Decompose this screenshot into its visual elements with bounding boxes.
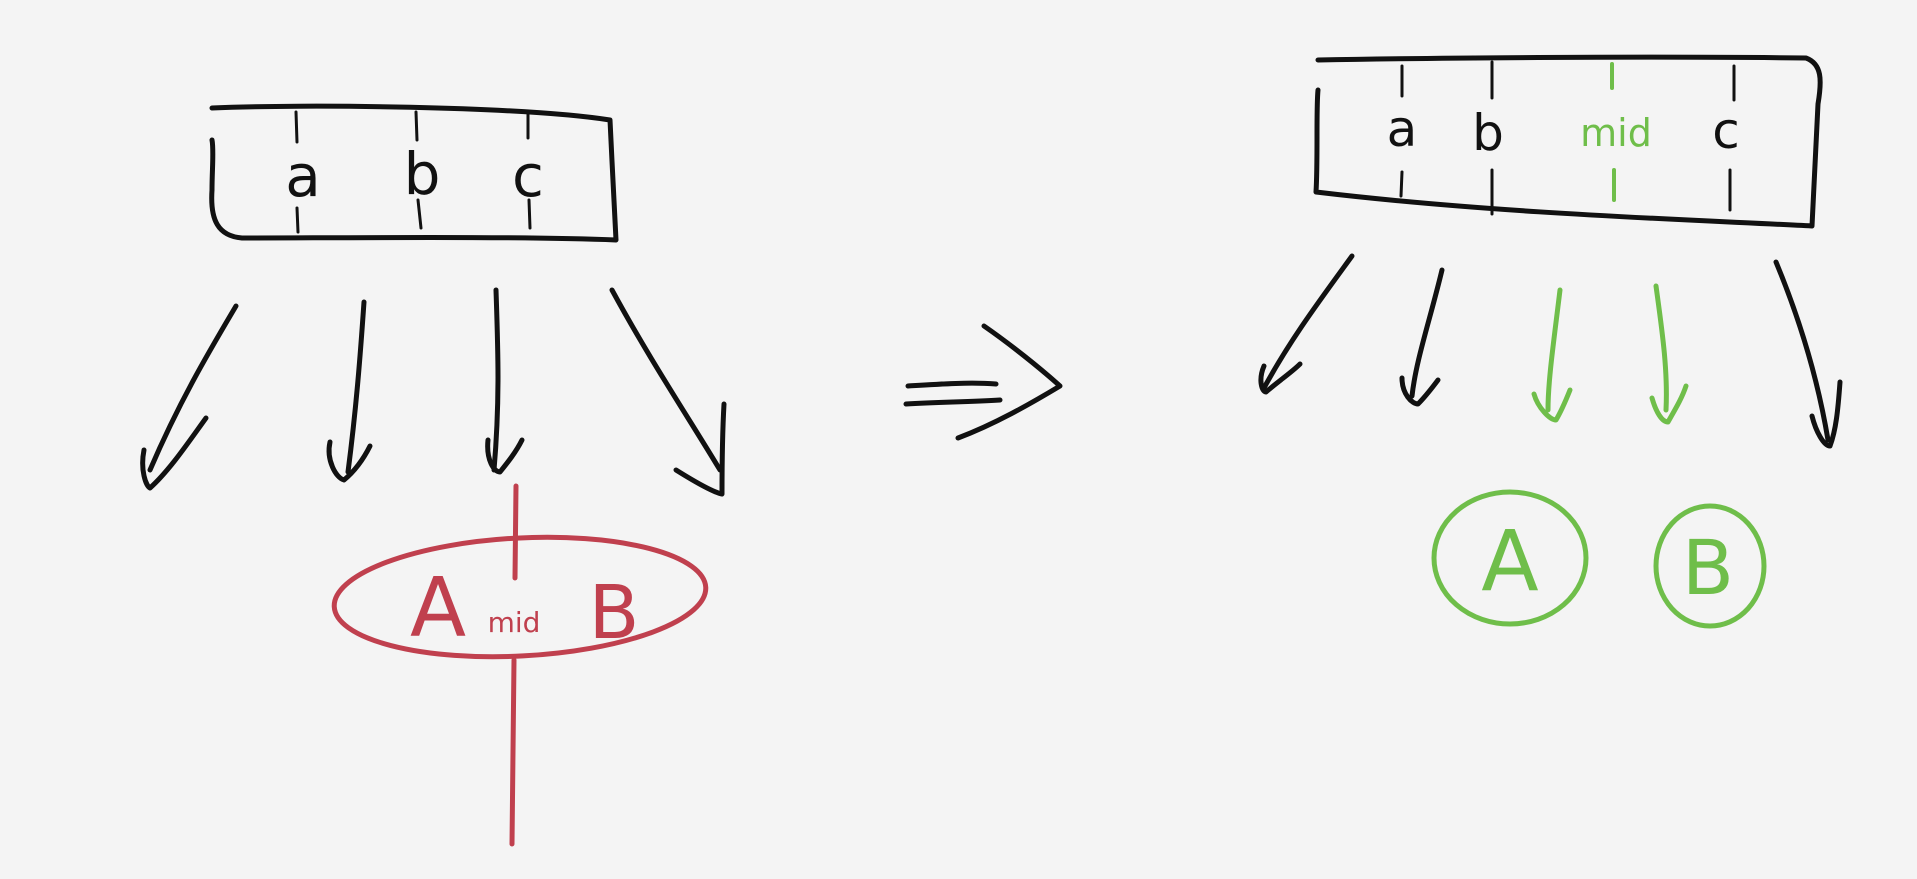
after-key-a: a <box>1387 100 1418 158</box>
before-child-arrows <box>140 287 727 497</box>
after-node-box <box>1313 54 1823 229</box>
after-key-mid: mid <box>1580 111 1652 155</box>
after-panel: a b mid c <box>1258 54 1843 629</box>
after-new-child-B: B <box>1653 503 1767 629</box>
after-child-arrow-3 <box>1531 287 1573 423</box>
before-node-box <box>209 103 619 243</box>
overflow-node-outline <box>331 534 709 660</box>
after-child-arrow-5 <box>1773 259 1843 449</box>
before-key-separators <box>294 110 532 234</box>
after-key-b: b <box>1472 104 1504 162</box>
after-child-arrow-2 <box>1399 267 1445 407</box>
after-new-child-B-outline <box>1653 503 1767 629</box>
before-child-arrow-4 <box>609 287 727 497</box>
before-child-arrow-1 <box>140 303 239 491</box>
after-mid-separator <box>1610 62 1616 202</box>
after-key-separators <box>1399 60 1736 216</box>
after-child-arrow-4 <box>1649 283 1689 425</box>
before-panel: a b c A <box>140 103 727 847</box>
after-child-arrow-1 <box>1258 253 1355 395</box>
overflow-node: A mid B <box>331 483 709 847</box>
split-line <box>512 483 519 581</box>
before-child-arrow-2 <box>326 299 373 483</box>
implies-arrow-icon <box>903 323 1063 441</box>
overflow-key-A: A <box>410 561 466 656</box>
overflow-key-mid: mid <box>488 606 541 639</box>
before-key-b: b <box>404 140 441 208</box>
before-key-c: c <box>512 142 544 210</box>
after-new-child-A-label: A <box>1481 512 1538 610</box>
after-new-child-A: A <box>1431 489 1589 627</box>
before-key-a: a <box>285 142 321 210</box>
after-key-c: c <box>1712 102 1740 160</box>
after-new-child-B-label: B <box>1682 523 1734 612</box>
after-new-child-A-outline <box>1431 489 1589 627</box>
overflow-key-B: B <box>589 570 640 656</box>
split-line-lower <box>509 657 517 847</box>
after-child-arrows <box>1258 253 1843 449</box>
before-child-arrow-3 <box>485 287 525 475</box>
